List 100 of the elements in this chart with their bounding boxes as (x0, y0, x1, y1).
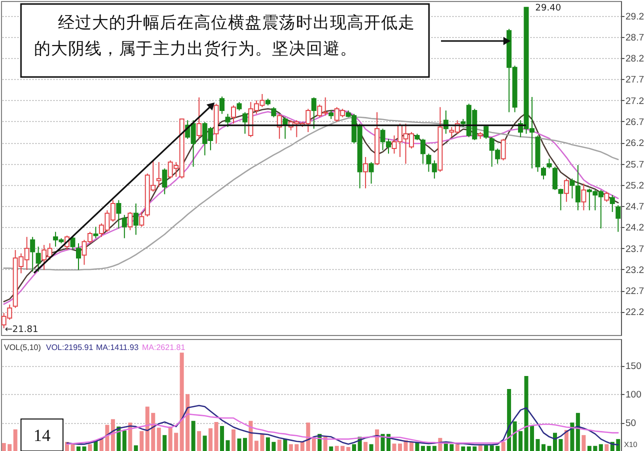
line-series (66, 404, 619, 446)
bar (110, 419, 115, 451)
candlestick (242, 112, 248, 134)
y-tick-label: 26.2 (626, 138, 644, 150)
y-tick-label: 25.2 (626, 180, 644, 192)
text: MA:2621.81 (142, 343, 186, 352)
bar (312, 437, 316, 451)
candlestick (581, 183, 586, 211)
candlestick (368, 162, 374, 184)
bar (576, 412, 580, 451)
line-series (66, 413, 619, 445)
bar (220, 426, 224, 451)
bar (604, 444, 609, 451)
bar (564, 430, 568, 451)
y-tick-label: 24.7 (626, 202, 644, 213)
bar (242, 438, 247, 451)
candlestick (604, 191, 610, 202)
candlestick (196, 96, 202, 140)
bar (501, 442, 506, 451)
y-tick-label: 29.2 (626, 11, 644, 22)
candlestick (484, 124, 489, 140)
bar (156, 428, 161, 451)
candlestick (93, 226, 98, 239)
y-tick-label: 27.2 (626, 96, 644, 107)
candlestick (500, 138, 506, 161)
bar (202, 436, 207, 451)
y-tick-label: 26.7 (626, 116, 644, 128)
candlestick (225, 113, 230, 128)
candlestick (122, 214, 127, 239)
bar (369, 444, 374, 451)
bar (208, 428, 213, 451)
bar (248, 420, 253, 451)
candlestick (552, 166, 558, 190)
bar (214, 422, 218, 451)
candlestick (128, 211, 133, 231)
bar (283, 439, 288, 451)
annotation: VOL(5,10) (4, 343, 42, 352)
candlestick (610, 194, 615, 212)
bar (598, 444, 603, 451)
candlestick (546, 158, 552, 169)
bar (364, 442, 368, 451)
candlestick (76, 242, 81, 270)
y-tick-label: 23.2 (626, 264, 644, 276)
candlestick (36, 246, 41, 272)
bar (232, 429, 236, 451)
y-tick-label: 23.7 (626, 244, 644, 255)
y-tick-label: 50 (626, 418, 636, 430)
candlestick (541, 166, 546, 180)
text: MA:1411.93 (96, 343, 140, 352)
bar (13, 429, 18, 451)
bar (277, 440, 282, 451)
candlestick (133, 203, 138, 236)
bar (237, 438, 242, 451)
line-series (3, 116, 619, 271)
bar (140, 431, 144, 451)
candlestick (139, 211, 144, 228)
y-tick-label: 24.2 (626, 222, 644, 234)
candlestick (220, 96, 225, 114)
candlestick (564, 178, 569, 202)
bar (197, 431, 202, 451)
candlestick (276, 113, 282, 140)
bar (409, 442, 414, 451)
y-tick-label: 150 (626, 361, 642, 372)
y-tick-label: 100 (626, 390, 642, 401)
candlestick (116, 200, 122, 229)
bar (478, 445, 482, 451)
bar (582, 435, 586, 451)
annotation: 14 (34, 426, 51, 445)
y-tick-label: 25.7 (626, 159, 644, 170)
candlestick (231, 104, 236, 124)
annotation: ←21.81 (4, 325, 38, 336)
candlestick (271, 106, 276, 118)
candlestick (363, 156, 368, 189)
bar (329, 446, 334, 451)
bar (461, 446, 466, 451)
bar (122, 430, 126, 451)
annotation: VOL:2195.91 (46, 343, 94, 352)
bar (88, 444, 92, 451)
bar (191, 420, 196, 451)
y-tick-label: 22.7 (626, 286, 644, 298)
bar (128, 422, 132, 451)
y-tick-label: 22.2 (626, 307, 644, 318)
candlestick (70, 236, 76, 251)
candlestick (420, 138, 426, 164)
y-tick-label: 27.7 (626, 74, 644, 86)
y-tick-label: 28.7 (626, 32, 644, 44)
y-tick-label: 28.2 (626, 54, 644, 65)
candlestick (156, 162, 162, 188)
bar (484, 445, 488, 451)
bar (507, 389, 512, 451)
annotation: 经过大的升幅后在高位横盘震荡时出现高开低走的大阴线，属于主力出货行为。坚决回避。 (34, 13, 415, 58)
bar (346, 447, 350, 451)
candlestick (311, 96, 316, 130)
bar (455, 444, 460, 451)
candlestick (162, 168, 168, 195)
candlestick (558, 188, 564, 211)
bar (226, 440, 230, 451)
bar (352, 444, 356, 451)
bar (570, 422, 574, 451)
annotation: 29.40 (535, 3, 562, 14)
